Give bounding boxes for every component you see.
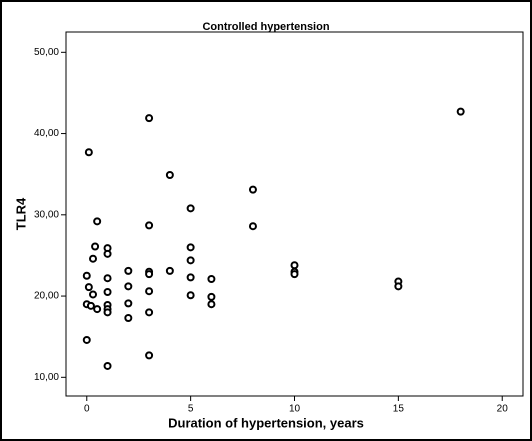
y-axis-label: TLR4 [13, 197, 28, 230]
x-tick-label: 15 [393, 404, 405, 415]
point [186, 291, 195, 300]
point [145, 221, 154, 230]
point [145, 351, 154, 360]
point [103, 274, 112, 283]
point [89, 290, 98, 299]
x-axis-label: Duration of hypertension, years [168, 415, 364, 430]
point [145, 270, 154, 279]
x-tick-label: 5 [188, 404, 194, 415]
point [86, 301, 95, 310]
y-tick-label: 10,00 [34, 372, 59, 383]
point [207, 275, 216, 283]
y-tick-label: 50,00 [34, 47, 59, 58]
point [103, 249, 112, 258]
point [124, 299, 133, 308]
x-tick-label: 10 [289, 404, 301, 415]
plot-area [65, 31, 524, 397]
x-tick-label: 0 [84, 404, 90, 415]
x-tick-label: 20 [497, 404, 509, 415]
point [103, 361, 112, 370]
point [207, 292, 216, 301]
point [186, 243, 195, 252]
point [124, 314, 133, 322]
point [165, 266, 174, 275]
point [82, 271, 91, 280]
point [103, 288, 112, 296]
point [145, 114, 154, 123]
point [124, 282, 133, 291]
point [394, 282, 403, 291]
point [103, 308, 112, 317]
point [248, 185, 257, 194]
point [290, 270, 299, 279]
point [456, 107, 465, 116]
point [165, 171, 174, 179]
y-tick-label: 30,00 [34, 209, 59, 220]
point [290, 261, 299, 270]
point [124, 266, 133, 275]
point [91, 242, 100, 251]
point [93, 217, 102, 226]
point [84, 148, 93, 157]
point [207, 300, 216, 309]
point [186, 273, 195, 282]
y-tick-label: 40,00 [34, 128, 59, 139]
point [89, 254, 98, 263]
y-tick-label: 20,00 [34, 291, 59, 302]
point [145, 287, 154, 296]
point [145, 308, 154, 317]
point [186, 256, 195, 265]
point [84, 283, 93, 292]
point [248, 222, 257, 231]
point [82, 335, 91, 344]
chart-title: Controlled hypertension [202, 21, 329, 33]
point [186, 204, 195, 213]
point [93, 305, 102, 314]
